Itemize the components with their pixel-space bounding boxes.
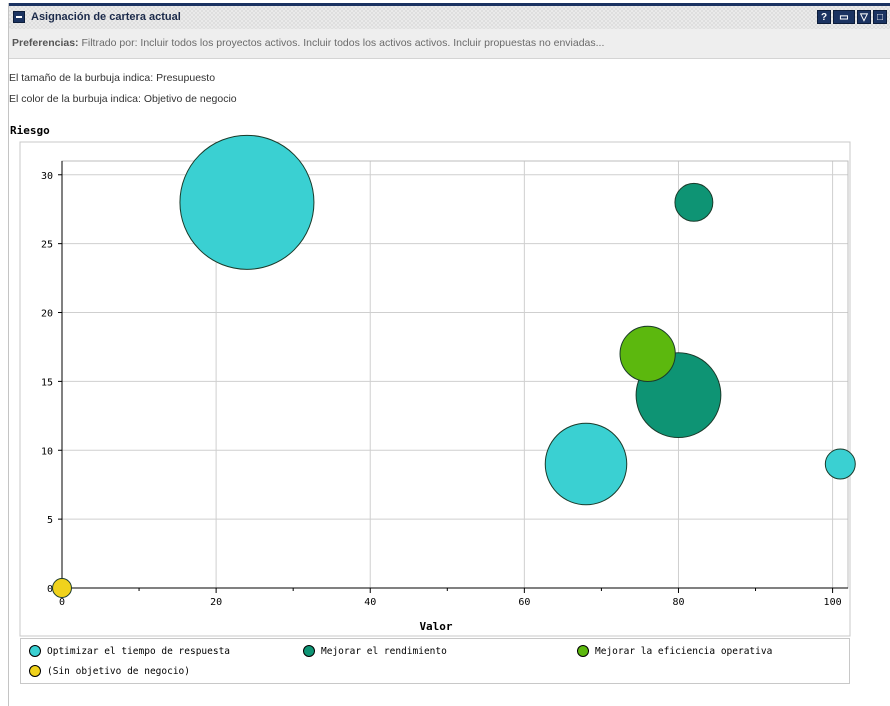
portlet-titlebar: Asignación de cartera actual ? ▭ ▽ □	[9, 3, 890, 29]
minimize-icon[interactable]: ▽	[857, 10, 871, 24]
preferences-text: Preferencias: Filtrado por: Incluir todo…	[12, 37, 604, 49]
portlet-tools: ? ▭ ▽ □	[817, 10, 887, 24]
legend-item-optimizar[interactable]: Optimizar el tiempo de respuesta	[29, 645, 230, 657]
bubble-size-note: El tamaño de la burbuja indica: Presupue…	[9, 72, 216, 84]
legend-swatch-icon	[29, 665, 41, 677]
chart-legend: Optimizar el tiempo de respuesta Mejorar…	[20, 638, 850, 684]
maximize-icon[interactable]: □	[873, 10, 887, 24]
bubble-color-note: El color de la burbuja indica: Objetivo …	[9, 93, 237, 105]
preferences-bar: Preferencias: Filtrado por: Incluir todo…	[9, 29, 890, 59]
legend-swatch-icon	[303, 645, 315, 657]
edit-icon[interactable]: ▭	[833, 10, 855, 24]
legend-label: Optimizar el tiempo de respuesta	[47, 645, 231, 657]
preferences-label: Preferencias:	[12, 37, 79, 49]
legend-swatch-icon	[29, 645, 41, 657]
collapse-icon[interactable]	[13, 11, 25, 23]
legend-swatch-icon	[577, 645, 589, 657]
legend-label: (Sin objetivo de negocio)	[47, 665, 190, 677]
legend-label: Mejorar la eficiencia operativa	[595, 645, 773, 657]
legend-item-sin-objetivo[interactable]: (Sin objetivo de negocio)	[29, 665, 190, 677]
portlet-title: Asignación de cartera actual	[31, 11, 181, 23]
y-axis-title: Riesgo	[10, 124, 50, 137]
legend-item-eficiencia[interactable]: Mejorar la eficiencia operativa	[577, 645, 772, 657]
preferences-filter[interactable]: Filtrado por: Incluir todos los proyecto…	[81, 37, 605, 49]
legend-label: Mejorar el rendimiento	[321, 645, 447, 657]
legend-item-rendimiento[interactable]: Mejorar el rendimiento	[303, 645, 447, 657]
portlet: Asignación de cartera actual ? ▭ ▽ □ Pre…	[8, 3, 890, 706]
help-icon[interactable]: ?	[817, 10, 831, 24]
